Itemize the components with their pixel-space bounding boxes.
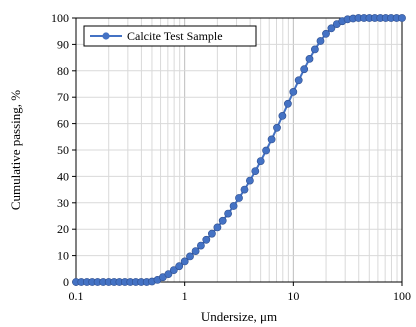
data-point bbox=[229, 202, 238, 210]
y-tick-label: 10 bbox=[57, 249, 69, 263]
legend-box bbox=[83, 25, 257, 47]
data-point bbox=[207, 229, 216, 238]
legend-label: Calcite Test Sample bbox=[127, 29, 223, 43]
data-point bbox=[202, 235, 211, 244]
legend-marker bbox=[102, 32, 110, 40]
y-tick-label: 30 bbox=[57, 196, 69, 210]
y-tick-label: 50 bbox=[57, 143, 69, 157]
data-point bbox=[164, 270, 173, 278]
y-tick-label: 100 bbox=[51, 11, 69, 25]
data-point bbox=[169, 266, 178, 274]
data-point bbox=[186, 252, 194, 261]
data-point bbox=[224, 209, 232, 218]
data-point bbox=[289, 88, 298, 96]
data-point bbox=[235, 194, 243, 202]
y-tick-label: 40 bbox=[57, 169, 69, 183]
data-point bbox=[245, 176, 254, 185]
data-point bbox=[273, 123, 281, 132]
y-tick-label: 80 bbox=[57, 64, 69, 78]
data-point bbox=[283, 99, 292, 108]
data-point bbox=[310, 45, 319, 54]
data-point bbox=[251, 167, 260, 175]
x-tick-label: 10 bbox=[287, 289, 299, 303]
y-tick-label: 20 bbox=[57, 222, 69, 236]
y-tick-label: 90 bbox=[57, 37, 69, 51]
data-point bbox=[262, 146, 270, 155]
data-point bbox=[218, 216, 227, 225]
y-axis-title: Cumulative passing, % bbox=[8, 90, 23, 210]
data-point bbox=[256, 157, 265, 165]
data-point bbox=[327, 24, 336, 33]
series-layer bbox=[72, 14, 406, 286]
data-point bbox=[305, 55, 314, 63]
data-point bbox=[267, 135, 276, 144]
data-point bbox=[316, 37, 325, 45]
data-point bbox=[180, 257, 189, 266]
data-point bbox=[191, 247, 200, 255]
legend: Calcite Test Sample bbox=[83, 25, 257, 47]
y-tick-label: 0 bbox=[63, 275, 69, 289]
data-point bbox=[175, 262, 184, 271]
data-point bbox=[196, 241, 205, 250]
data-point bbox=[300, 65, 309, 74]
x-axis-title: Undersize, μm bbox=[201, 309, 277, 324]
grid bbox=[75, 17, 402, 283]
data-point bbox=[322, 29, 330, 38]
y-tick-label: 60 bbox=[57, 117, 69, 131]
data-point bbox=[240, 185, 249, 194]
x-tick-label: 1 bbox=[182, 289, 188, 303]
data-point bbox=[278, 112, 287, 120]
y-tick-label: 70 bbox=[57, 90, 69, 104]
data-point bbox=[398, 14, 406, 22]
data-point bbox=[213, 223, 222, 232]
axis-ticks: 0 10 20 30 40 50 60 70 80 90 100 0.1 1 10 100 bbox=[51, 11, 411, 303]
x-tick-label: 0.1 bbox=[69, 289, 84, 303]
data-point bbox=[294, 76, 303, 85]
x-tick-label: 100 bbox=[393, 289, 411, 303]
